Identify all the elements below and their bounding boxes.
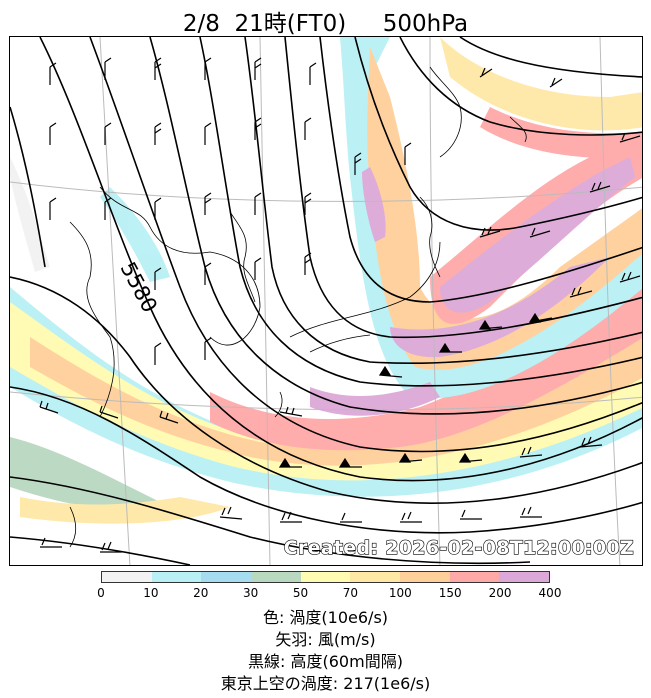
colorbar-tick-label: 200: [488, 586, 512, 600]
map-canvas: 5580: [10, 37, 642, 565]
wind-barbs: [39, 57, 641, 553]
colorbar-tick-label: 10: [143, 586, 159, 600]
colorbar-tick-label: 400: [538, 586, 562, 600]
colorbar-tick-label: 30: [243, 586, 259, 600]
colorbar-ticks: 0 10 20 30 50 70 100 150 200 400: [97, 586, 561, 602]
colorbar-segment: [400, 572, 450, 582]
colorbar-tick-label: 100: [388, 586, 412, 600]
colorbar-segment: [499, 572, 550, 582]
weather-map: 5580 Created: 2026-02-08T12:00:00Z: [9, 36, 643, 566]
colorbar-tick-label: 150: [438, 586, 462, 600]
colorbar-segment: [102, 572, 152, 582]
colorbar-tick-label: 20: [193, 586, 209, 600]
colorbar-tick-label: 70: [342, 586, 359, 600]
height-contours: [10, 37, 642, 565]
created-timestamp: Created: 2026-02-08T12:00:00Z: [283, 536, 634, 559]
colorbar-segment: [251, 572, 301, 582]
colorbar-segment: [151, 572, 202, 582]
colorbar-segment: [201, 572, 252, 582]
legend-tokyo: 東京上空の渦度: 217(1e6/s): [220, 674, 431, 693]
colorbar-segment: [300, 572, 351, 582]
colorbar-segment: [350, 572, 401, 582]
map-title: 2/8 21時(FT0) 500hPa: [182, 11, 469, 37]
legend-lines: 黒線: 高度(60m間隔): [248, 652, 403, 671]
vorticity-shading: [10, 37, 642, 524]
colorbar-tick-label: 50: [292, 586, 309, 600]
colorbar-tick-label: 0: [97, 586, 105, 600]
colorbar-segment: [449, 572, 500, 582]
legend-barbs: 矢羽: 風(m/s): [275, 630, 376, 649]
colorbar: [101, 571, 550, 583]
legend-color: 色: 渦度(10e6/s): [262, 608, 389, 627]
